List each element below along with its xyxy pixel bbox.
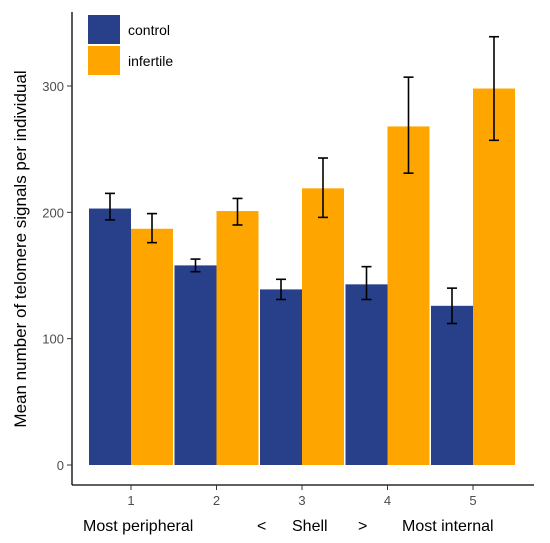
error-bar-infertile-1 <box>147 212 157 244</box>
error-bar-infertile-3 <box>318 157 328 219</box>
bar-infertile-4 <box>387 126 430 465</box>
x-tick-label: 5 <box>469 493 476 508</box>
legend-swatch-control <box>88 15 120 44</box>
bar-control-2 <box>174 265 217 465</box>
axes-layer <box>71 12 534 486</box>
x-tick-label: 4 <box>384 493 391 508</box>
legend-swatch-infertile <box>88 46 120 75</box>
error-bar-control-1 <box>105 192 115 221</box>
y-tick-label: 100 <box>42 332 64 347</box>
error-bar-infertile-2 <box>232 197 243 226</box>
x-axis-title-lt: < <box>257 518 266 535</box>
y-tick-label: 0 <box>57 458 64 473</box>
x-axis-title-left: Most peripheral <box>83 518 193 535</box>
legend-label-control: control <box>128 22 170 38</box>
bars-layer <box>89 88 515 465</box>
x-tick-label: 1 <box>127 493 134 508</box>
y-axis-title: Mean number of telomere signals per indi… <box>11 70 30 427</box>
x-axis-title-gt: > <box>358 518 367 535</box>
y-tick-label: 200 <box>42 205 64 220</box>
bar-control-3 <box>260 289 302 465</box>
error-bar-control-3 <box>276 278 286 301</box>
error-bar-control-4 <box>361 265 372 301</box>
x-axis-title-shell: Shell <box>292 518 328 535</box>
error-bar-infertile-5 <box>489 35 499 142</box>
error-bars-layer <box>105 35 499 325</box>
x-axis-title: Most peripheral < Shell > Most internal <box>83 518 494 535</box>
legend-label-infertile: infertile <box>128 53 173 69</box>
error-bar-control-5 <box>447 287 457 325</box>
x-ticks-layer: 1 2 3 4 5 <box>127 485 477 508</box>
bar-infertile-5 <box>473 88 515 465</box>
legend: control infertile <box>88 15 173 75</box>
bar-control-5 <box>431 305 473 465</box>
bar-infertile-3 <box>302 188 344 465</box>
y-ticks-layer: 0 100 200 300 <box>42 79 72 473</box>
error-bar-control-2 <box>190 258 201 273</box>
bar-infertile-2 <box>216 211 259 465</box>
y-tick-label: 300 <box>42 79 64 94</box>
x-axis-title-right: Most internal <box>402 518 494 535</box>
x-tick-label: 2 <box>213 493 220 508</box>
bar-control-4 <box>345 284 388 465</box>
error-bar-infertile-4 <box>403 76 414 174</box>
x-tick-label: 3 <box>298 493 305 508</box>
bar-control-1 <box>89 208 131 465</box>
bar-infertile-1 <box>131 228 173 465</box>
